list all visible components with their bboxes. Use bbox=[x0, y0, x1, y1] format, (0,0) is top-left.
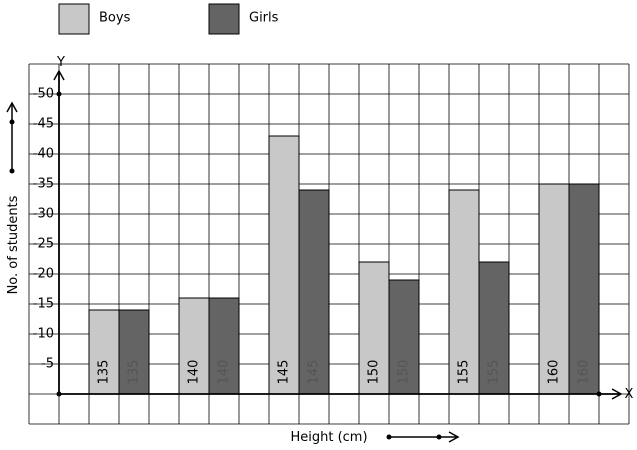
legend-label-girls: Girls bbox=[249, 11, 279, 26]
x-direction-arrow-decoration bbox=[386, 431, 460, 443]
y-axis-arrowhead bbox=[53, 69, 65, 81]
bar-category-label: 150 bbox=[367, 360, 382, 385]
bar-category-label: 160 bbox=[577, 360, 592, 385]
bars: 135 135 140 140 145 145 150 150 155 155 160 160 bbox=[88, 135, 600, 395]
legend: Boys Girls bbox=[58, 3, 279, 35]
legend-label-boys: Boys bbox=[99, 11, 131, 26]
bar-category-label: 135 bbox=[127, 360, 142, 385]
bar-girls-160 bbox=[568, 183, 600, 395]
bar-girls-135 bbox=[118, 309, 150, 395]
legend-swatch-girls bbox=[208, 3, 240, 35]
bar-category-label: 155 bbox=[457, 360, 472, 385]
bar-girls-145 bbox=[298, 189, 330, 395]
bar-category-label: 150 bbox=[397, 360, 412, 385]
legend-swatch-boys bbox=[58, 3, 90, 35]
y-axis-end-dot bbox=[56, 91, 62, 97]
y-tick-label: -50 bbox=[33, 87, 54, 102]
bar-category-label: 140 bbox=[187, 360, 202, 385]
bar-girls-140 bbox=[208, 297, 240, 395]
y-tick-label: -30 bbox=[33, 207, 54, 222]
y-direction-arrow-decoration bbox=[6, 101, 18, 174]
x-axis-letter: X bbox=[625, 387, 634, 402]
axes bbox=[53, 69, 623, 400]
y-tick-label: -20 bbox=[33, 267, 54, 282]
bar-category-label: 145 bbox=[277, 360, 292, 385]
y-axis-letter: Y bbox=[56, 55, 65, 70]
origin-dot bbox=[56, 391, 62, 397]
bar-boys-145 bbox=[268, 135, 300, 395]
y-tick-label: -25 bbox=[33, 237, 54, 252]
bar-category-label: 160 bbox=[547, 360, 562, 385]
bar-boys-155 bbox=[448, 189, 480, 395]
x-axis-label: Height (cm) bbox=[290, 430, 367, 445]
y-tick-label: -5 bbox=[41, 357, 54, 372]
y-tick-label: -35 bbox=[33, 177, 54, 192]
bar-category-label: 145 bbox=[307, 360, 322, 385]
y-tick-labels: -5 -10 -15 -20 -25 -30 -35 -40 -45 -50 bbox=[33, 87, 54, 372]
bar-girls-155 bbox=[478, 261, 510, 395]
bar-category-label: 140 bbox=[217, 360, 232, 385]
x-axis-end-dot bbox=[596, 391, 602, 397]
y-tick-label: -40 bbox=[33, 147, 54, 162]
x-axis-arrowhead bbox=[611, 388, 623, 400]
y-tick-label: -10 bbox=[33, 327, 54, 342]
y-axis-label: No. of students bbox=[6, 195, 21, 294]
bar-category-label: 155 bbox=[487, 360, 502, 385]
bar-category-label: 135 bbox=[97, 360, 112, 385]
y-tick-label: -15 bbox=[33, 297, 54, 312]
bar-boys-160 bbox=[538, 183, 570, 395]
y-tick-label: -45 bbox=[33, 117, 54, 132]
bar-boys-135 bbox=[88, 309, 120, 395]
